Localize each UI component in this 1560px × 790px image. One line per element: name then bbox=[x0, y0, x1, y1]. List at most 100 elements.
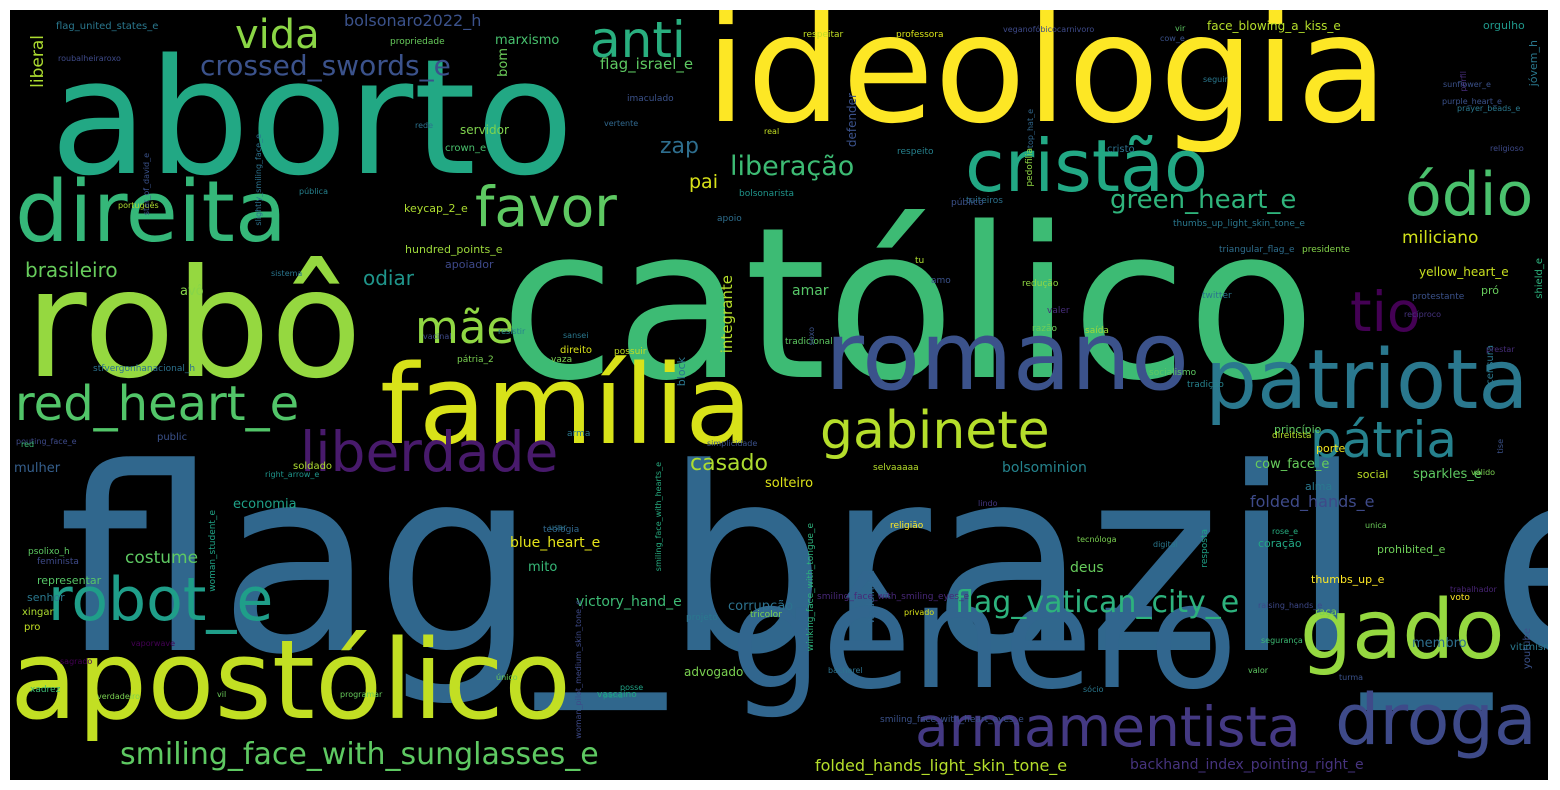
word-169: público bbox=[951, 198, 984, 208]
word-54: advogado bbox=[684, 665, 744, 679]
word-68: social bbox=[1357, 468, 1389, 481]
word-146: posse bbox=[620, 683, 644, 692]
word-186: seguir bbox=[1203, 75, 1228, 84]
word-158: teologia bbox=[543, 525, 580, 535]
word-133: programar bbox=[340, 690, 383, 699]
word-128: xingar bbox=[22, 607, 54, 618]
word-175: português bbox=[118, 201, 159, 210]
word-48: marxismo bbox=[495, 33, 560, 48]
word-193: prestar bbox=[1486, 345, 1515, 354]
word-190: sunflower_e bbox=[1443, 80, 1491, 89]
word-195: válido bbox=[1471, 468, 1496, 477]
word-23: anti bbox=[590, 11, 686, 69]
word-183: top_hat_e bbox=[1026, 109, 1035, 149]
word-80: cristo bbox=[1107, 144, 1135, 155]
word-154: raising_hands_e bbox=[1258, 601, 1323, 610]
word-30: crossed_swords_e bbox=[200, 49, 451, 82]
word-181: rede bbox=[415, 121, 434, 130]
word-107: religião bbox=[890, 521, 924, 531]
word-20: robot_e bbox=[48, 565, 274, 635]
word-115: direito bbox=[560, 345, 592, 356]
word-155: woman_student_e bbox=[208, 510, 218, 592]
word-139: vitimismo bbox=[1510, 642, 1548, 653]
word-88: pedofilia bbox=[1025, 148, 1035, 187]
word-7: família bbox=[380, 341, 753, 469]
word-52: victory_hand_e bbox=[576, 594, 682, 610]
word-24: mãe bbox=[415, 301, 515, 354]
word-29: green_heart_e bbox=[1110, 185, 1297, 215]
word-172: red bbox=[21, 440, 35, 449]
word-81: imaculado bbox=[627, 94, 674, 104]
word-73: porte bbox=[1316, 442, 1346, 455]
word-85: respeito bbox=[897, 147, 934, 157]
word-49: bom bbox=[496, 48, 511, 77]
word-14: ódio bbox=[1405, 160, 1534, 230]
word-95: shield_e bbox=[1534, 258, 1545, 299]
word-131: verdadeiro bbox=[97, 692, 141, 701]
word-170: right_arrow_e bbox=[265, 470, 320, 479]
word-138: voto bbox=[1450, 593, 1470, 603]
word-111: unica bbox=[1365, 521, 1387, 530]
word-79: crown_e bbox=[445, 143, 487, 154]
word-25: vida bbox=[235, 12, 320, 58]
word-122: pátria_2 bbox=[457, 355, 494, 365]
word-19: pátria bbox=[1310, 411, 1458, 469]
word-101: razão bbox=[1032, 324, 1057, 334]
word-33: brasileiro bbox=[25, 258, 118, 282]
word-59: mito bbox=[528, 560, 558, 575]
word-145: único bbox=[496, 673, 518, 682]
word-71: prohibited_e bbox=[1377, 543, 1446, 556]
word-157: usar bbox=[549, 523, 567, 532]
word-180: roubalheiraroxo bbox=[58, 54, 121, 63]
word-153: vaporwave bbox=[131, 639, 175, 648]
word-2: ideologia bbox=[705, 10, 1389, 157]
word-142: valor bbox=[1248, 666, 1269, 675]
word-143: segurança bbox=[1261, 636, 1303, 645]
word-11: gado bbox=[1300, 583, 1505, 678]
word-38: folded_hands_light_skin_tone_e bbox=[815, 756, 1068, 775]
word-51: economia bbox=[233, 497, 297, 512]
word-144: sócio bbox=[1083, 685, 1104, 694]
word-184: cow_e bbox=[1160, 34, 1185, 43]
word-135: bacharel bbox=[828, 666, 863, 675]
word-149: projeto bbox=[686, 613, 718, 623]
word-82: flag_united_states_e bbox=[56, 21, 159, 32]
word-8: romano bbox=[825, 302, 1190, 412]
word-109: resposta bbox=[1200, 529, 1210, 568]
word-89: tuiteiros bbox=[966, 196, 1003, 206]
word-35: costume bbox=[125, 548, 199, 568]
word-97: pró bbox=[1481, 284, 1499, 297]
word-1: católico bbox=[500, 182, 1316, 427]
word-192: religioso bbox=[1490, 144, 1524, 153]
word-120: possuir bbox=[614, 347, 647, 357]
word-134: vascaíno bbox=[597, 690, 637, 700]
word-22: tio bbox=[1350, 280, 1421, 344]
word-78: professora bbox=[896, 30, 944, 40]
word-60: cow_face_e bbox=[1255, 457, 1330, 472]
word-15: armamentista bbox=[915, 695, 1301, 759]
word-5: gênero bbox=[730, 553, 1238, 722]
word-116: arma bbox=[567, 429, 591, 439]
word-56: membro bbox=[1412, 636, 1467, 651]
word-173: sagrado bbox=[60, 657, 93, 666]
word-87: apoio bbox=[717, 214, 742, 224]
word-194: tise bbox=[1496, 439, 1505, 454]
word-46: bolsonaro2022_h bbox=[344, 11, 482, 30]
word-123: vaza bbox=[551, 355, 573, 365]
word-53: corrupção bbox=[728, 599, 794, 614]
word-93: protestante bbox=[1412, 292, 1465, 302]
word-104: tradição bbox=[1187, 380, 1224, 390]
word-75: defender bbox=[845, 93, 859, 148]
word-37: pai bbox=[689, 171, 718, 193]
word-129: pro bbox=[24, 622, 41, 633]
word-cloud: flag_brazil_e católico ideologia aborto robô… bbox=[10, 10, 1548, 780]
word-162: sexo bbox=[807, 327, 816, 346]
word-103: socialismo bbox=[1149, 368, 1197, 378]
word-100: valer bbox=[1047, 306, 1070, 316]
word-17: favor bbox=[475, 175, 617, 239]
word-147: pena bbox=[603, 691, 623, 700]
word-185: vir bbox=[1175, 24, 1186, 33]
word-90: thumbs_up_light_skin_tone_e bbox=[1173, 219, 1305, 229]
word-66: apoiador bbox=[445, 258, 494, 271]
word-58: yellow_heart_e bbox=[1419, 265, 1509, 279]
